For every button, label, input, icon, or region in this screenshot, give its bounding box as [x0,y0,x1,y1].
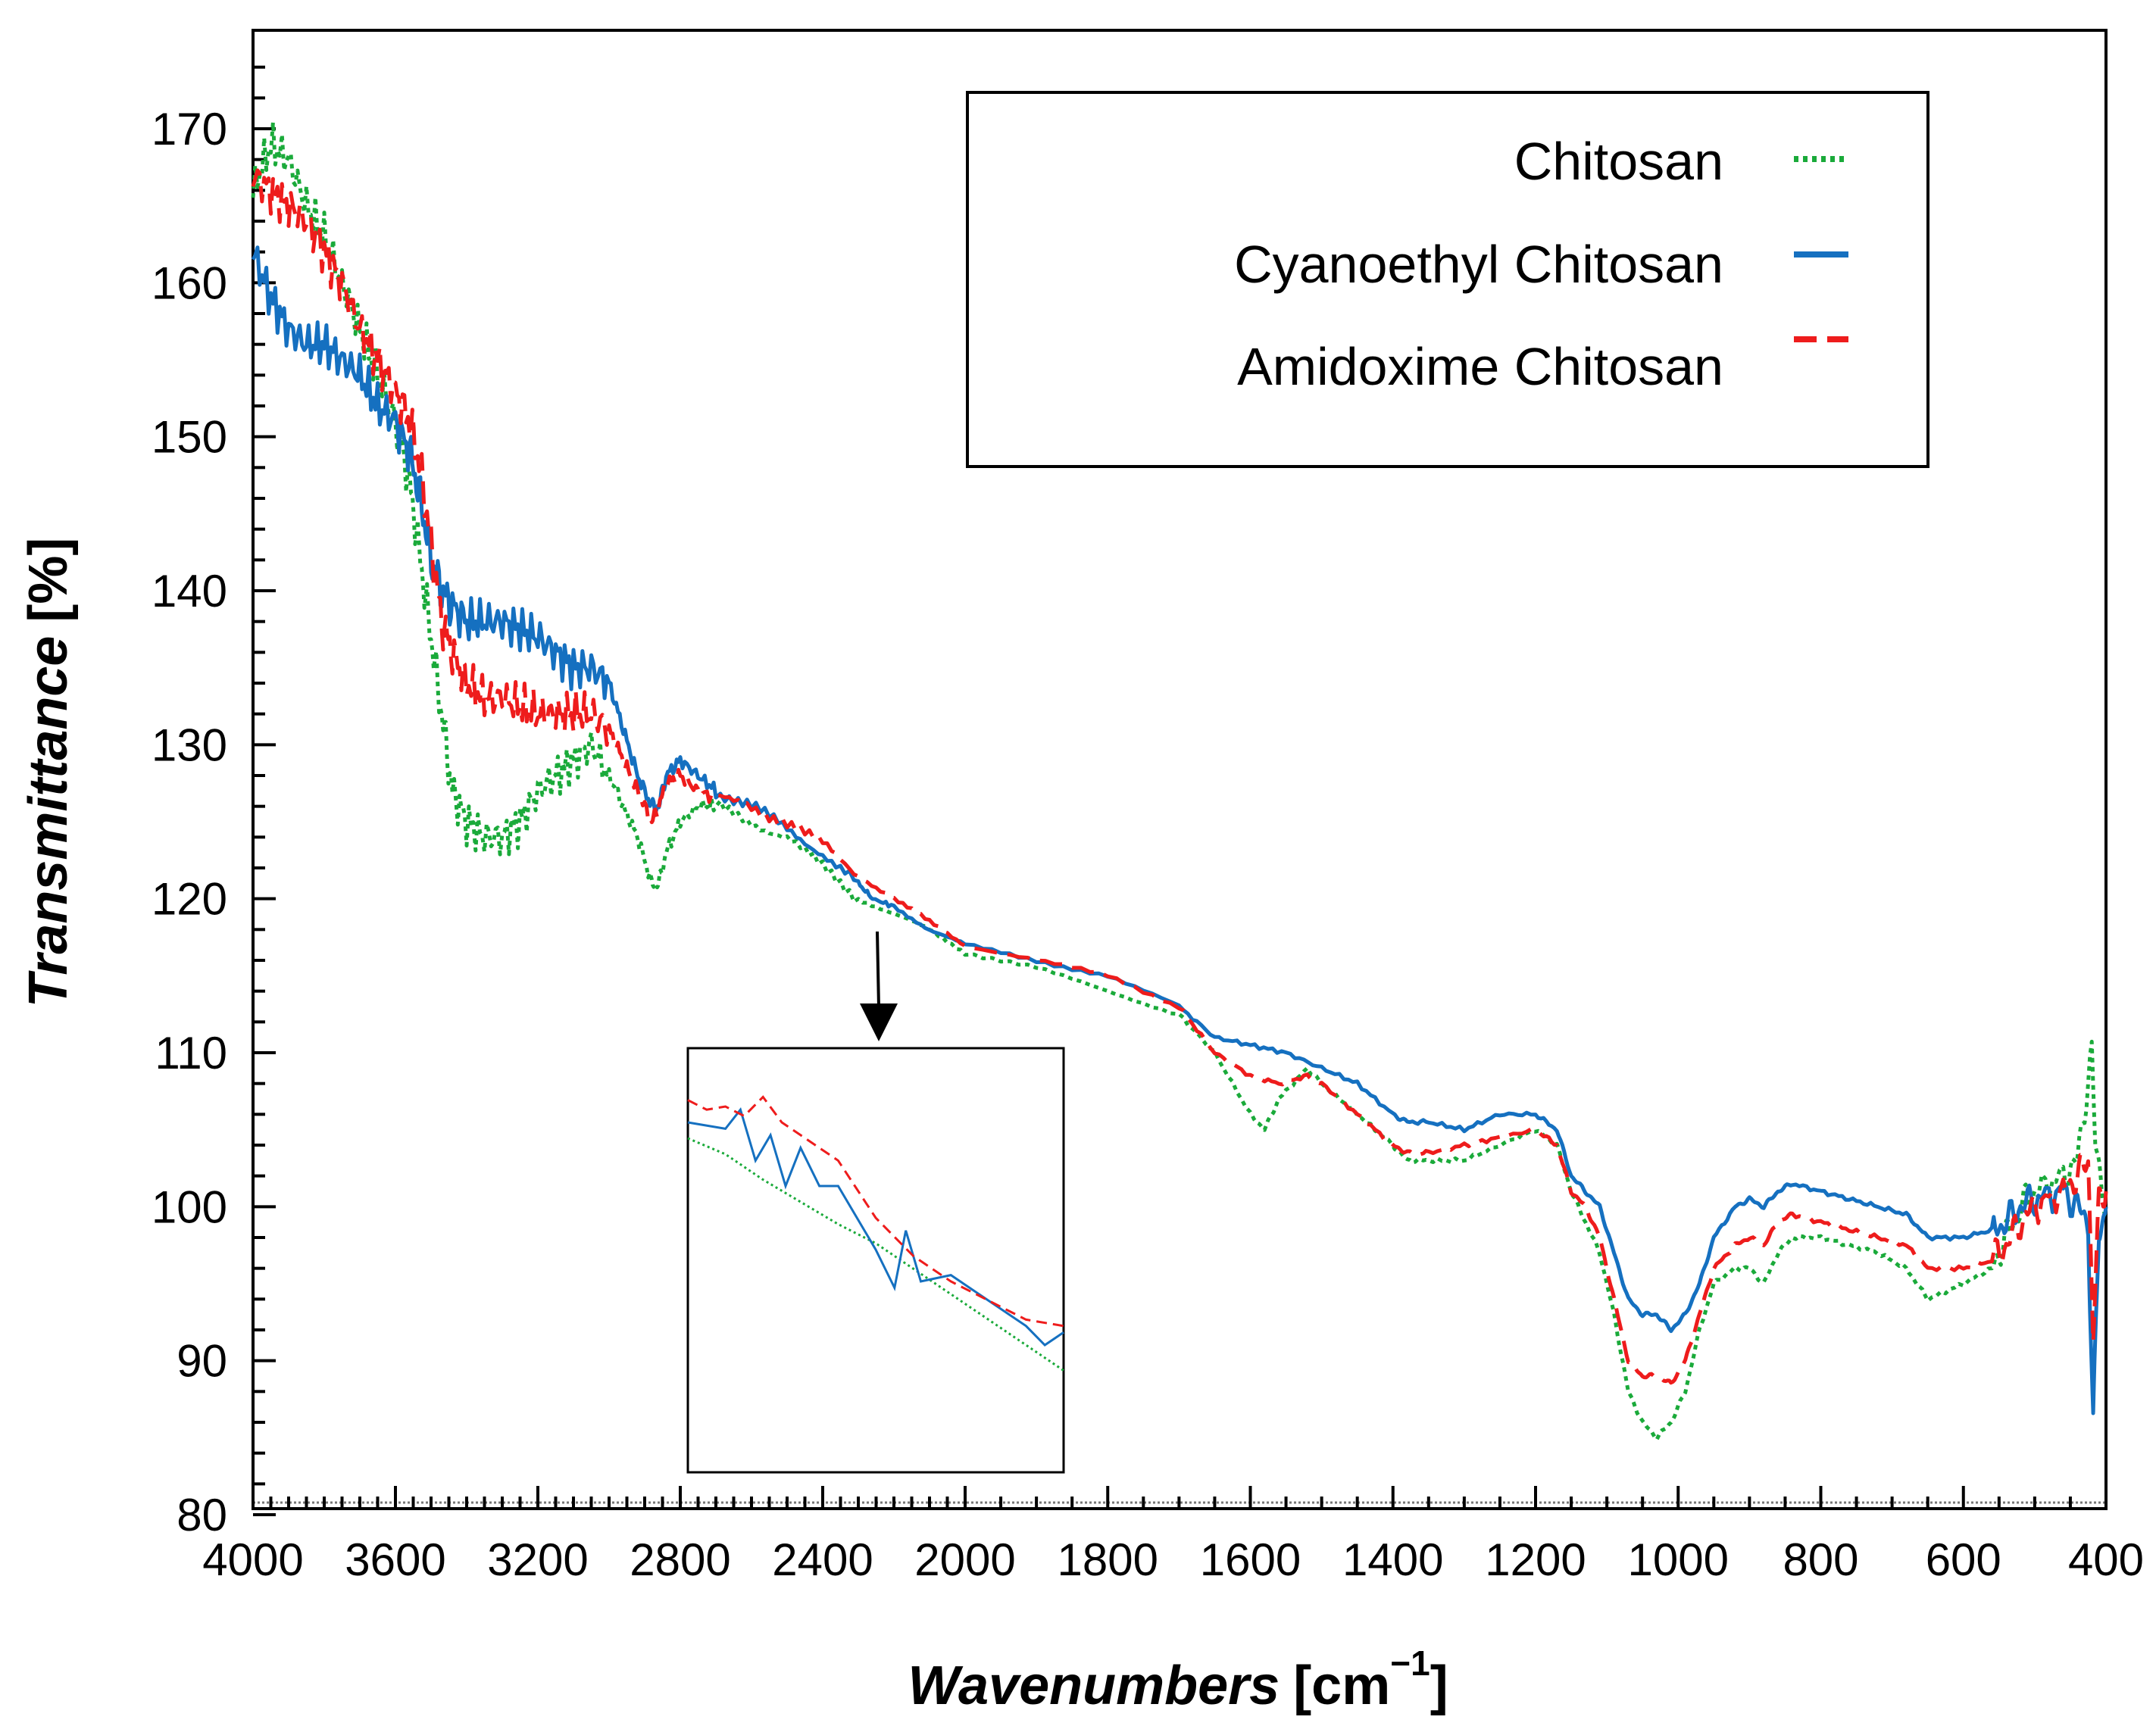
x-tick-label: 1400 [1342,1534,1443,1585]
inset-line-0 [687,1137,1064,1372]
y-tick-label: 170 [152,104,227,154]
inset-arrow [860,931,898,1041]
x-ticks: 4000 3600 3200 2800 2400 2000 1800 1600 1400 1200… [202,1486,2144,1585]
inset-frame [686,1047,1065,1474]
inset-line-1 [687,1106,1064,1347]
y-tick-label: 100 [152,1181,227,1232]
y-tick-label: 130 [152,719,227,770]
x-tick-label: 400 [2068,1534,2144,1585]
x-tick-label: 2000 [914,1534,1015,1585]
x-axis-title: Wavenumbers [cm−1] [908,1643,1448,1716]
x-tick-label: 2800 [630,1534,730,1585]
inset-series [687,1095,1064,1372]
y-axis-title: Transmittance[%] [18,538,79,1008]
x-tick-label: 1800 [1058,1534,1158,1585]
x-tick-label: 1600 [1200,1534,1301,1585]
y-tick-label: 150 [152,412,227,463]
y-tick-label: 90 [177,1336,227,1387]
inset-zoom [686,1047,1065,1474]
legend: Chitosan Cyanoethyl Chitosan Amidoxime C… [966,91,1929,468]
x-tick-label: 3200 [487,1534,588,1585]
series-layer [251,120,2108,1442]
y-tick-label: 140 [152,566,227,616]
series-line-0 [251,120,2108,1442]
x-tick-label: 600 [1926,1534,2001,1585]
legend-label-amidoxime: Amidoxime Chitosan [1237,337,1723,396]
inset-line-2 [687,1095,1064,1328]
x-tick-label: 3600 [345,1534,445,1585]
x-tick-label: 1000 [1628,1534,1729,1585]
y-tick-label: 110 [155,1028,227,1078]
legend-label-chitosan: Chitosan [1514,132,1723,191]
y-tick-label: 120 [152,874,227,925]
x-tick-label: 2400 [772,1534,873,1585]
x-tick-label: 1200 [1485,1534,1586,1585]
series-line-2 [251,168,2108,1385]
legend-box [966,91,1929,468]
x-tick-label: 800 [1783,1534,1858,1585]
series-line-1 [251,245,2108,1415]
x-tick-label: 4000 [202,1534,303,1585]
y-tick-label: 80 [177,1490,227,1540]
y-ticks: 80 90 100 110 120 130 140 150 160 170 [152,65,276,1540]
y-tick-label: 160 [152,257,227,308]
legend-label-cyanoethyl: Cyanoethyl Chitosan [1234,235,1723,294]
